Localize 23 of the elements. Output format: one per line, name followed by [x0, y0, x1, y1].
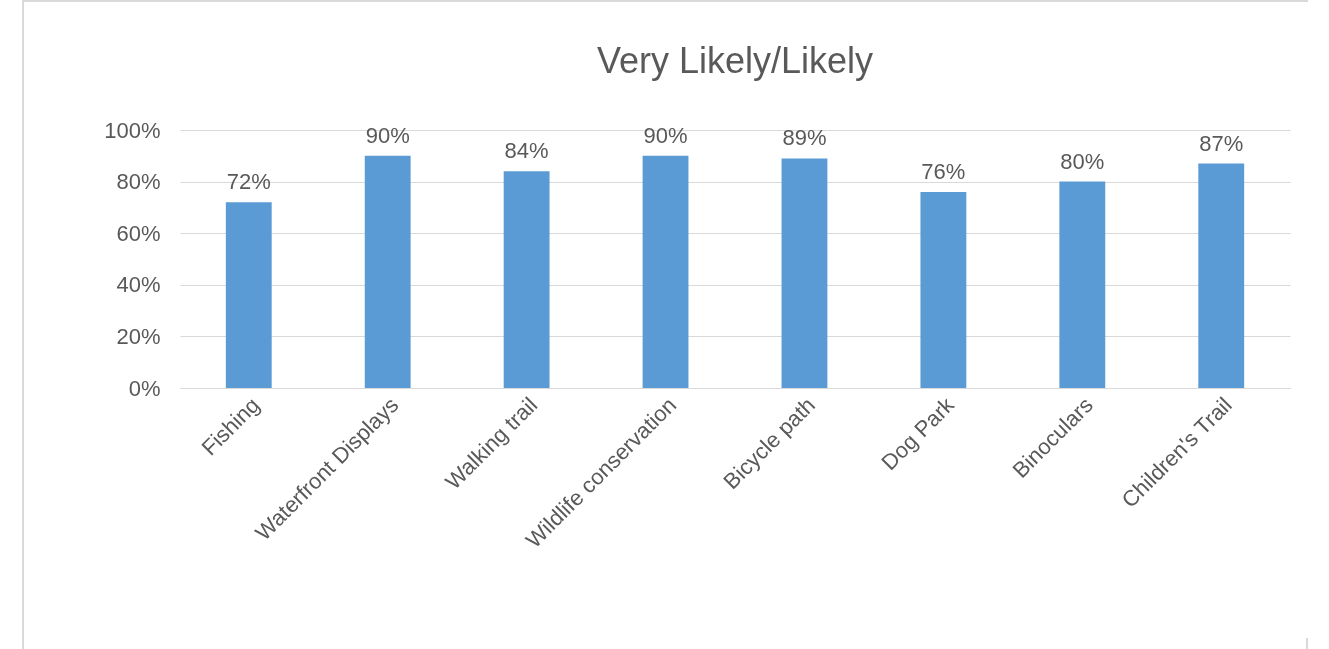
y-tick-label: 60%: [116, 220, 161, 246]
y-tick-label: 40%: [116, 272, 161, 298]
bar: [781, 158, 828, 388]
bar: [1198, 163, 1245, 388]
y-tick-label: 20%: [116, 323, 161, 349]
data-label: 72%: [226, 169, 271, 195]
data-label: 90%: [643, 122, 688, 148]
data-label: 87%: [1199, 130, 1244, 156]
data-label: 80%: [1060, 148, 1105, 174]
bar: [1059, 181, 1106, 388]
y-tick-label: 0%: [128, 375, 161, 401]
y-tick-label: 100%: [104, 117, 161, 143]
chart-title: Very Likely/Likely: [596, 40, 874, 81]
bar: [920, 191, 967, 388]
data-label: 84%: [504, 138, 549, 164]
data-label: 90%: [365, 122, 410, 148]
bar: [225, 202, 272, 388]
bar: [503, 171, 550, 388]
bar: [364, 155, 411, 388]
data-label: 89%: [782, 125, 827, 151]
data-label: 76%: [921, 158, 966, 184]
y-tick-label: 80%: [116, 169, 161, 195]
bar: [642, 155, 689, 388]
